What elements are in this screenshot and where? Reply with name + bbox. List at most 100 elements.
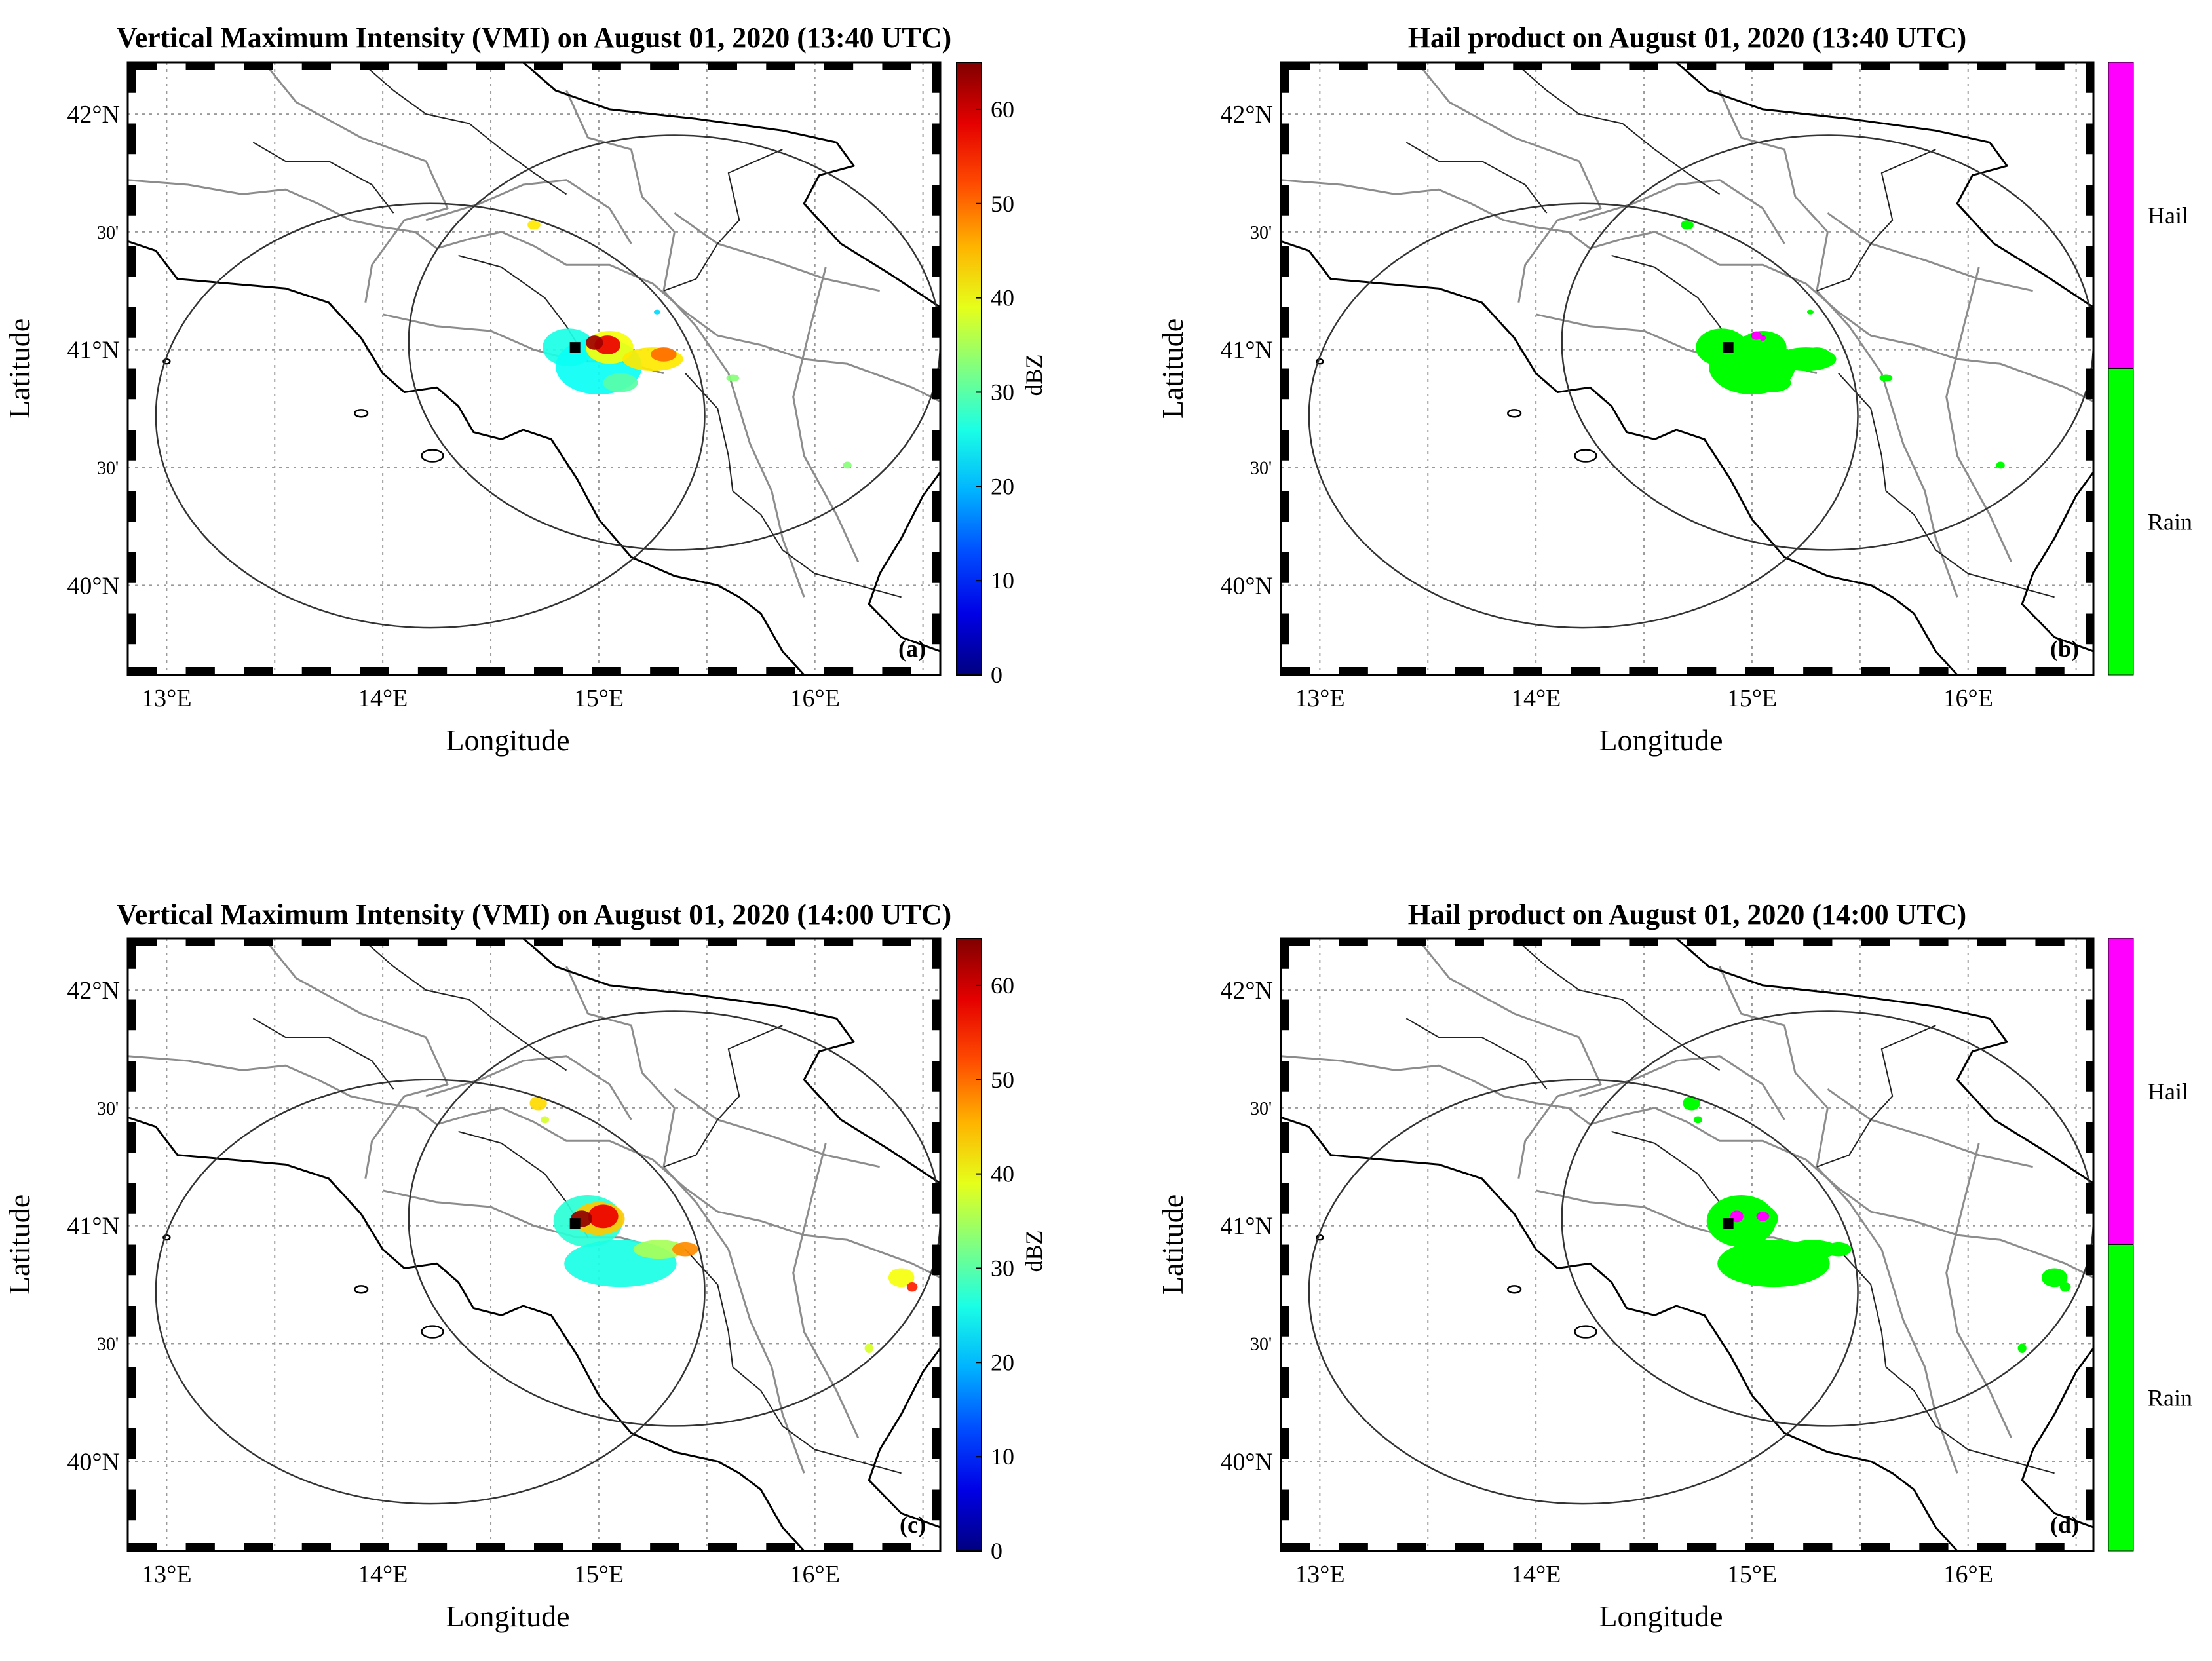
frame-tick [128,185,136,216]
x-tick-label: 13°E [142,1561,191,1588]
x-axis-label: Longitude [1599,1599,1723,1633]
frame-tick [128,123,136,155]
frame-tick [2035,938,2065,946]
frame-tick [650,667,679,675]
region-border [1827,1088,2034,1168]
radar-range-ring [1308,1079,1859,1505]
frame-tick [650,1543,679,1551]
frame-tick [1281,368,1289,400]
region-border [382,1189,664,1251]
frame-tick [1281,246,1289,277]
frame-tick [1281,1543,1310,1551]
frame-tick [1455,667,1484,675]
reflectivity-cell [588,1204,619,1229]
coastline [1675,938,2093,1185]
frame-tick [2086,1244,2093,1276]
colorbar-tick-label: 40 [991,1161,1014,1187]
panel-title: Vertical Maximum Intensity (VMI) on Augu… [117,22,951,54]
frame-tick [128,1489,136,1521]
rain-cell [2041,1268,2068,1288]
frame-tick [2086,1306,2093,1337]
panel-tag: (c) [900,1512,926,1538]
radar-range-ring [1308,202,1859,629]
frame-tick [1977,667,2007,675]
frame-tick [1281,613,1289,645]
frame-tick [2086,613,2093,645]
map-area [128,938,940,1551]
y-tick-label: 41°N [67,337,120,364]
frame-tick [128,1306,136,1337]
x-tick-label: 16°E [1943,685,1993,712]
colorbar-tick-label: 10 [991,1443,1014,1470]
island [1507,1285,1522,1294]
frame-tick [1571,938,1601,946]
colorbar-gradient [956,62,982,676]
rain-cell [1681,220,1694,230]
frame-tick [1629,667,1658,675]
frame-tick [1803,1543,1833,1551]
y-minor-tick-label: 30' [97,459,119,479]
frame-tick [1571,667,1601,675]
reflectivity-cell [654,309,660,315]
y-tick-label: 41°N [67,1213,120,1240]
x-axis-label: Longitude [446,723,569,757]
y-minor-tick-label: 30' [1250,223,1272,243]
frame-tick [1513,938,1542,946]
colorbar: Hail Rain [2108,938,2192,1552]
frame-tick [932,613,940,645]
colorbar-tick-label: 50 [991,191,1014,217]
frame-tick [824,938,854,946]
reflectivity-cell [726,374,740,382]
frame-tick [1861,1543,1890,1551]
frame-tick [360,938,389,946]
frame-tick [1629,1543,1658,1551]
y-tick-label: 42°N [1220,101,1273,128]
frame-tick [1919,938,1949,946]
province-border [360,938,567,1071]
province-border [1405,142,1548,214]
region-border [1945,1143,2013,1439]
frame-tick [1281,1367,1289,1398]
frame-tick [1861,62,1890,70]
frame-tick [128,1122,136,1153]
frame-tick [1281,185,1289,216]
frame-tick [1745,938,1774,946]
region-border [128,1055,940,1279]
frame-tick [2086,1428,2093,1459]
frame-tick [824,1543,854,1551]
frame-tick [2086,246,2093,277]
region-border [1281,1055,2093,1279]
frame-tick [766,667,795,675]
frame-tick [1281,999,1289,1031]
frame-tick [2086,1122,2093,1153]
island [421,449,444,463]
region-border [565,90,805,598]
frame-tick [1571,1543,1601,1551]
colorbar-tick-label: 20 [991,473,1014,499]
reflectivity-cell [540,1116,550,1124]
frame-tick [1977,938,2007,946]
rain-cell [1807,309,1814,315]
coastline [868,471,940,653]
colorbar-class-label: Rain [2148,508,2192,535]
frame-tick [708,62,737,70]
panel-title: Hail product on August 01, 2020 (14:00 U… [1408,898,1966,930]
colorbar: 0 10 20 30 40 50 60 dBZ [956,938,1047,1564]
colorbar-class-label: Hail [2148,1079,2188,1105]
x-tick-label: 15°E [1727,1561,1777,1588]
y-tick-label: 40°N [67,572,120,600]
frame-tick [592,938,621,946]
frame-tick [932,1061,940,1092]
region-border [1719,90,1958,598]
rain-cell [2059,1282,2071,1292]
frame-tick [1281,123,1289,155]
rain-cell [1879,374,1893,382]
radar-site-marker [1723,342,1734,353]
hail-cell [1751,331,1762,340]
frame-tick [128,938,136,969]
frame-tick [2035,667,2065,675]
frame-tick [128,999,136,1031]
province-border [685,1249,902,1474]
y-axis-label: Latitude [1156,1194,1189,1295]
frame-tick [534,667,563,675]
